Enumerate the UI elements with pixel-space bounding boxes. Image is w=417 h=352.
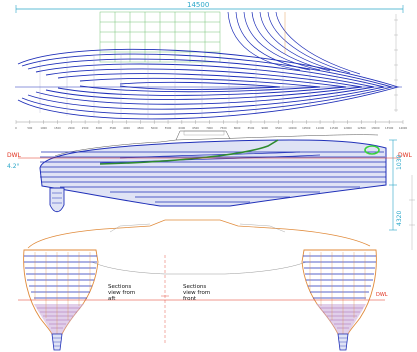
ruler-label: 2500 [82,126,89,130]
right-hull-waterlines [303,255,376,299]
ruler-label: 5500 [165,126,172,130]
profile-dwl-label-right: DWL [398,152,413,159]
ruler-label: 10500 [302,126,311,130]
ruler-label: 6500 [192,126,199,130]
rudder [49,187,65,213]
ruler-label: 11500 [330,126,339,130]
bridgedeck-lines [227,11,361,75]
ruler-label: 3500 [109,126,116,130]
ruler-label: 7000 [206,126,213,130]
ruler-label: 14000 [399,126,408,130]
ruler-label: 4000 [123,126,130,130]
body-plan-dwl-label: DWL [376,292,388,298]
plan-side-scale [394,14,398,112]
ruler-label: 3000 [96,126,103,130]
ruler-label: 10000 [288,126,297,130]
profile-hull [39,139,387,207]
profile-angle-label: 4.2° [7,163,20,170]
label-sections-front: Sections view from front [183,284,212,302]
left-hull-waterlines [24,255,97,299]
ruler-label: 2000 [68,126,75,130]
cabin-outline [54,134,379,157]
profile-height-dimension [389,139,397,231]
ruler-label: 9500 [275,126,282,130]
ruler-label: 8000 [234,126,241,130]
ruler-label: 1000 [40,126,47,130]
plan-view: 14500 [15,1,407,130]
height-dimension-lower: 4320 [396,211,403,226]
height-dimension-upper: 1030 [396,155,403,170]
ruler-label: 13000 [371,126,380,130]
length-dimension-label: 14500 [187,1,209,9]
ruler-label: 500 [27,126,32,130]
ruler-label: 13500 [385,126,394,130]
label-sections-aft: Sections view from aft [108,284,137,302]
profile-view: DWL 4.2° DWL 1030 4320 [7,130,415,250]
ruler-label: 4500 [137,126,144,130]
ruler-label: 1500 [54,126,61,130]
plan-station-lines [15,54,402,118]
deck-sheer-line [99,139,279,165]
ruler-label: 5000 [151,126,158,130]
body-plan: DWL Sections view from aft Sections view… [18,219,388,351]
ruler-label: 8500 [248,126,255,130]
plan-scale-ruler: 0 500 1000 1500 2000 2500 3000 3500 4000 4500 5000… [15,120,407,130]
ruler-label: 11000 [316,126,325,130]
plan-waterlines [17,48,400,120]
ruler-label: 0 [15,126,17,130]
ruler-label: 12000 [344,126,353,130]
bow-fitting [364,145,380,155]
section-superstructure [27,219,371,249]
ruler-label: 7500 [220,126,227,130]
ruler-label: 9000 [261,126,268,130]
ruler-label: 12500 [357,126,366,130]
profile-dwl-label-left: DWL [7,152,22,159]
ruler-label: 6000 [179,126,186,130]
